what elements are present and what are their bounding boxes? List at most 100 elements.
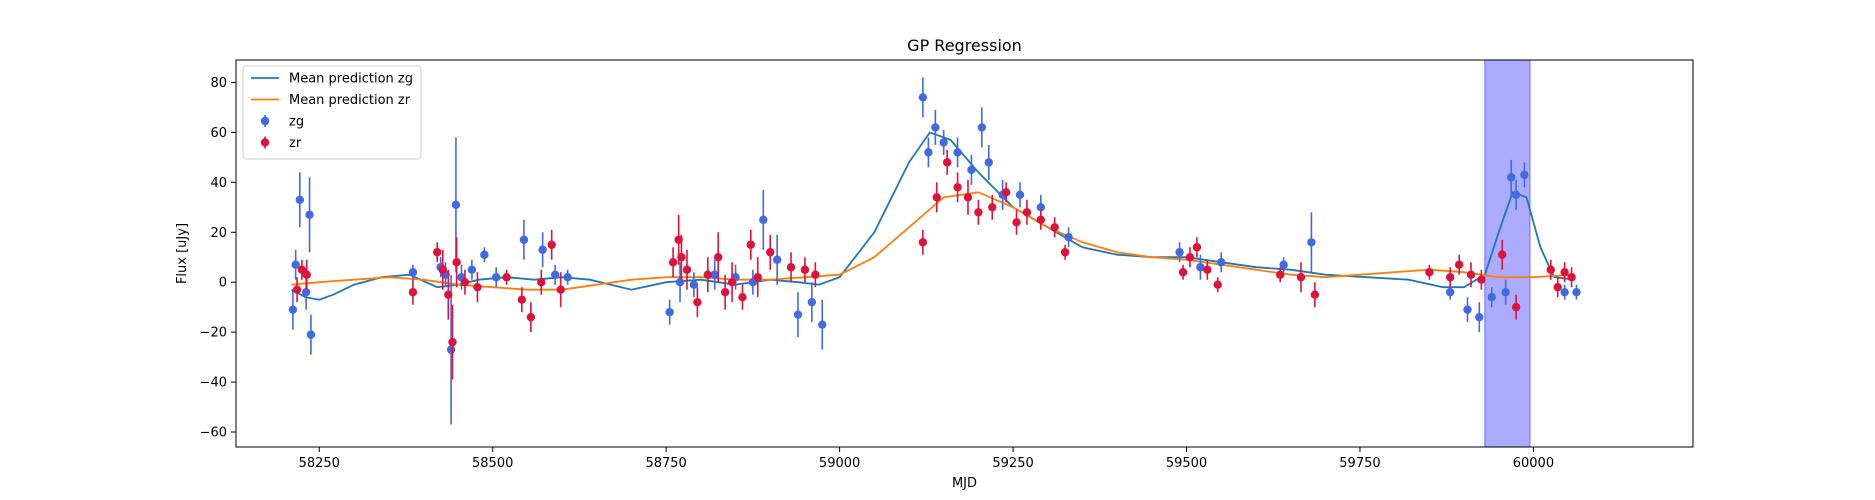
zr-point bbox=[1511, 302, 1521, 312]
zr-point bbox=[473, 283, 482, 292]
zr-point bbox=[1178, 268, 1188, 277]
zg-point bbox=[1475, 312, 1484, 322]
zr-point bbox=[556, 285, 565, 294]
x-tick-label: 59250 bbox=[992, 456, 1033, 471]
zg-point bbox=[446, 345, 456, 354]
series-line-2 bbox=[291, 191, 1576, 291]
legend-box bbox=[242, 65, 422, 160]
zr-point bbox=[1192, 243, 1202, 252]
plot-area bbox=[235, 59, 1694, 448]
zr-point bbox=[720, 288, 730, 297]
zr-point bbox=[1213, 280, 1222, 289]
x-tick-label: 59750 bbox=[1339, 456, 1380, 471]
y-tick-label: 60 bbox=[210, 126, 227, 141]
x-tick-label: 59500 bbox=[1166, 456, 1207, 471]
zr-point bbox=[1050, 223, 1059, 232]
zg-point bbox=[1560, 288, 1569, 297]
zr-point bbox=[703, 270, 712, 279]
zg-point bbox=[953, 148, 962, 157]
zg-point bbox=[931, 123, 940, 132]
zr-point bbox=[932, 193, 941, 202]
zr-point bbox=[1001, 188, 1011, 197]
zg-point bbox=[689, 280, 699, 289]
zr-point bbox=[444, 290, 453, 299]
zr-point bbox=[537, 278, 546, 287]
zg-point bbox=[1511, 190, 1521, 200]
x-axis-ticks: 58250 58500 58750 59000 59250 59500 59750 60000 bbox=[299, 447, 1554, 471]
zr-point bbox=[1553, 283, 1562, 292]
zg-point bbox=[408, 268, 418, 277]
zr-point bbox=[1036, 215, 1046, 224]
y-tick-label: −60 bbox=[200, 426, 227, 441]
zg-point bbox=[759, 215, 768, 224]
zr-point bbox=[677, 253, 686, 262]
zg-point bbox=[306, 330, 316, 339]
zg-point bbox=[675, 278, 685, 287]
y-tick-label: −40 bbox=[200, 376, 227, 391]
legend-point-swatch bbox=[260, 116, 270, 126]
zg-point bbox=[467, 265, 477, 274]
x-tick-label: 58500 bbox=[472, 456, 513, 471]
zr-point bbox=[1567, 273, 1576, 282]
zg-point bbox=[288, 305, 298, 314]
x-tick-label: 59000 bbox=[819, 456, 860, 471]
zr-point bbox=[1310, 290, 1320, 299]
zg-point bbox=[1487, 292, 1496, 302]
zr-point bbox=[800, 265, 810, 274]
zr-point bbox=[1275, 270, 1285, 279]
zg-point bbox=[519, 235, 529, 244]
zr-point bbox=[460, 278, 470, 287]
zg-point bbox=[301, 288, 311, 297]
zg-point bbox=[480, 250, 489, 259]
zr-point bbox=[1203, 265, 1212, 274]
legend-label: Mean prediction zr bbox=[289, 93, 411, 108]
zr-point bbox=[1498, 250, 1507, 259]
zr-point bbox=[547, 240, 556, 249]
zg-point bbox=[939, 138, 948, 147]
legend-label: zg bbox=[289, 115, 304, 130]
zg-point bbox=[1196, 263, 1205, 272]
zg-point bbox=[918, 93, 928, 102]
zr-point bbox=[786, 263, 796, 272]
zr-point bbox=[974, 208, 983, 217]
zg-point bbox=[1463, 305, 1472, 314]
legend-label: zr bbox=[289, 136, 302, 151]
axes-frame bbox=[235, 59, 1694, 448]
zg-point bbox=[1501, 288, 1510, 297]
zr-point bbox=[1560, 268, 1569, 277]
x-axis-label: MJD bbox=[952, 476, 977, 491]
zr-point bbox=[1060, 248, 1070, 257]
y-tick-label: 80 bbox=[210, 76, 227, 91]
zr-point bbox=[738, 292, 747, 302]
zg-point bbox=[451, 200, 461, 210]
zr-point bbox=[452, 258, 461, 267]
zg-point bbox=[491, 273, 501, 282]
zr-point bbox=[526, 312, 536, 322]
zr-point bbox=[668, 258, 678, 267]
zr-point bbox=[1454, 260, 1464, 269]
zg-point bbox=[1175, 248, 1184, 257]
zr-point bbox=[1546, 265, 1555, 274]
y-tick-label: −20 bbox=[200, 326, 227, 341]
zg-point bbox=[977, 123, 987, 132]
zr-point bbox=[953, 183, 962, 192]
zg-point bbox=[710, 270, 719, 279]
zg-point bbox=[563, 273, 572, 282]
zg-point bbox=[1036, 203, 1046, 212]
zr-point bbox=[438, 265, 447, 274]
series-line-1 bbox=[291, 131, 1576, 301]
zg-point bbox=[1015, 190, 1025, 200]
zg-point bbox=[1217, 258, 1226, 267]
y-axis-label: Flux [uJy] bbox=[175, 223, 190, 284]
zr-point bbox=[988, 203, 997, 212]
zr-point bbox=[448, 337, 457, 347]
zr-point bbox=[433, 248, 442, 257]
zr-point bbox=[502, 273, 511, 282]
chart-title: GP Regression bbox=[907, 36, 1022, 55]
y-tick-label: 0 bbox=[219, 276, 227, 291]
zr-point bbox=[963, 193, 973, 202]
zr-point bbox=[1477, 275, 1486, 284]
y-tick-label: 40 bbox=[210, 176, 227, 191]
zr-point bbox=[1022, 208, 1032, 217]
